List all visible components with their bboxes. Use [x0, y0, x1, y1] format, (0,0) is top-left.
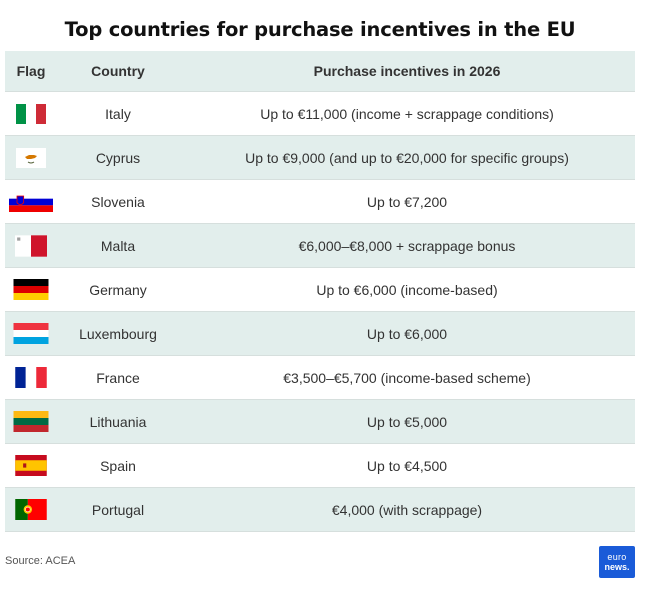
flag-cell — [5, 487, 57, 532]
table-row: Portugal €4,000 (with scrappage) — [5, 487, 635, 532]
country-cell: Lithuania — [57, 399, 179, 444]
country-cell: Spain — [57, 443, 179, 488]
spain-flag-icon — [15, 455, 47, 476]
table-row: France €3,500–€5,700 (income-based schem… — [5, 355, 635, 400]
logo-line-1: euro — [607, 552, 627, 562]
table-row: Slovenia Up to €7,200 — [5, 179, 635, 224]
country-cell: Luxembourg — [57, 311, 179, 356]
chart-title: Top countries for purchase incentives in… — [64, 18, 576, 41]
luxembourg-flag-icon — [13, 323, 49, 344]
logo-line-2: news. — [604, 562, 630, 572]
table-row: Luxembourg Up to €6,000 — [5, 311, 635, 356]
incentive-cell: €4,000 (with scrappage) — [179, 487, 635, 532]
flag-cell — [5, 443, 57, 488]
country-cell: Malta — [57, 223, 179, 268]
flag-cell — [5, 179, 57, 224]
incentive-cell: Up to €9,000 (and up to €20,000 for spec… — [179, 135, 635, 180]
cyprus-flag-icon — [16, 147, 46, 168]
source-note: Source: ACEA — [5, 555, 76, 567]
malta-flag-icon — [15, 234, 47, 257]
country-cell: Slovenia — [57, 179, 179, 224]
column-header-country: Country — [57, 51, 179, 92]
germany-flag-icon — [13, 279, 49, 300]
flag-cell — [5, 355, 57, 400]
lithuania-flag-icon — [13, 411, 49, 432]
portugal-flag-icon — [15, 499, 47, 520]
incentive-cell: Up to €6,000 — [179, 311, 635, 356]
country-cell: Portugal — [57, 487, 179, 532]
euronews-logo: euro news. — [599, 546, 635, 578]
column-header-flag: Flag — [5, 51, 57, 92]
flag-cell — [5, 399, 57, 444]
incentive-cell: €6,000–€8,000 + scrappage bonus — [179, 223, 635, 268]
flag-cell — [5, 135, 57, 180]
incentive-cell: Up to €6,000 (income-based) — [179, 267, 635, 312]
table-header-row: Flag Country Purchase incentives in 2026 — [5, 51, 635, 92]
country-cell: France — [57, 355, 179, 400]
flag-cell — [5, 223, 57, 268]
table-row: Cyprus Up to €9,000 (and up to €20,000 f… — [5, 135, 635, 180]
country-cell: Cyprus — [57, 135, 179, 180]
country-cell: Germany — [57, 267, 179, 312]
incentive-cell: Up to €5,000 — [179, 399, 635, 444]
table-row: Spain Up to €4,500 — [5, 443, 635, 488]
flag-cell — [5, 311, 57, 356]
table-row: Lithuania Up to €5,000 — [5, 399, 635, 444]
country-cell: Italy — [57, 91, 179, 136]
table-row: Italy Up to €11,000 (income + scrappage … — [5, 91, 635, 136]
incentive-cell: Up to €7,200 — [179, 179, 635, 224]
table-row: Malta €6,000–€8,000 + scrappage bonus — [5, 223, 635, 268]
table-row: Germany Up to €6,000 (income-based) — [5, 267, 635, 312]
incentive-cell: Up to €11,000 (income + scrappage condit… — [179, 91, 635, 136]
incentive-cell: Up to €4,500 — [179, 443, 635, 488]
incentive-cell: €3,500–€5,700 (income-based scheme) — [179, 355, 635, 400]
incentives-table: Flag Country Purchase incentives in 2026… — [5, 51, 635, 532]
france-flag-icon — [15, 367, 47, 388]
flag-cell — [5, 267, 57, 312]
column-header-incentive: Purchase incentives in 2026 — [179, 51, 635, 92]
slovenia-flag-icon — [9, 191, 53, 212]
italy-flag-icon — [16, 103, 46, 124]
flag-cell — [5, 91, 57, 136]
